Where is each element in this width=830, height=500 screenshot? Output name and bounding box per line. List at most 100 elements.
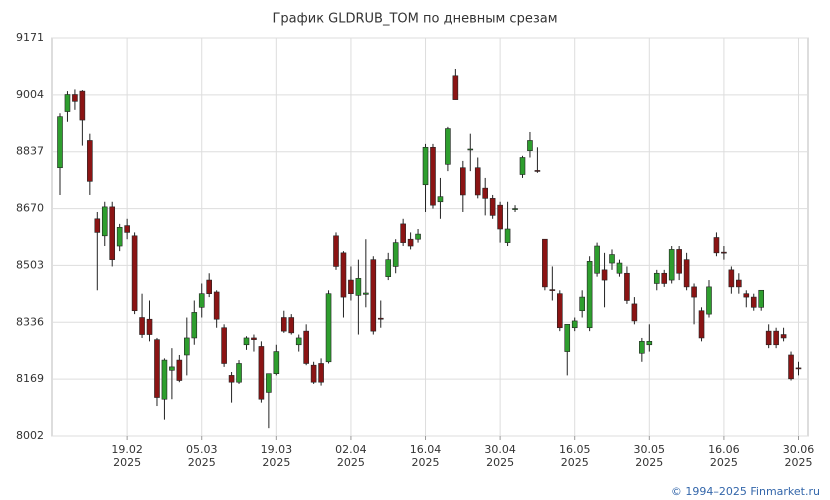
candle-body: [556, 293, 563, 329]
candle-body: [101, 206, 108, 237]
candle-body: [750, 296, 757, 308]
candle-body: [542, 238, 548, 288]
candle-body: [340, 252, 347, 298]
candle-body: [363, 292, 369, 295]
y-tick-label: 9004: [16, 88, 44, 101]
y-tick-label: 8336: [16, 315, 44, 328]
candle-body: [445, 128, 451, 165]
candle-body: [527, 140, 533, 151]
candle-body: [116, 226, 123, 247]
candle-body: [169, 366, 175, 371]
candle-body: [400, 223, 406, 243]
candle-body: [430, 146, 436, 206]
candle-body: [221, 327, 227, 364]
candle-body: [228, 375, 235, 383]
x-tick-label: 16.06 2025: [708, 443, 740, 469]
candle-body: [146, 318, 153, 335]
candle-body: [452, 75, 459, 100]
candle-body: [94, 218, 101, 233]
y-tick-label: 8503: [16, 258, 44, 271]
candle-body: [325, 293, 332, 363]
candle-body: [109, 206, 116, 260]
x-tick-label: 16.05 2025: [558, 443, 591, 469]
candle-body: [87, 140, 93, 182]
x-tick-label: 19.03 2025: [260, 443, 293, 469]
x-tick-label: 16.04 2025: [409, 443, 442, 469]
candle-body: [467, 148, 474, 151]
candle-body: [758, 289, 765, 308]
candle-body: [773, 330, 779, 346]
candle-body: [437, 196, 444, 203]
candle-body: [519, 157, 526, 175]
candle-body: [64, 94, 71, 112]
candle-body: [385, 259, 392, 277]
candle-body: [161, 359, 168, 400]
x-tick-label: 05.03 2025: [185, 443, 218, 469]
candle-body: [534, 170, 541, 172]
candle-body: [57, 116, 63, 169]
candle-body: [639, 341, 645, 354]
candle-body: [586, 261, 593, 329]
candle-body: [422, 146, 429, 186]
candle-body: [474, 167, 481, 196]
candle-body: [460, 167, 466, 196]
candle-body: [236, 363, 242, 383]
candle-body: [243, 337, 250, 346]
y-tick-label: 8837: [16, 145, 44, 158]
candle-body: [571, 320, 578, 329]
candle-body: [176, 359, 183, 381]
candle-body: [646, 341, 653, 346]
candle-body: [631, 303, 638, 322]
candle-body: [721, 251, 727, 254]
y-tick-label: 8002: [16, 429, 44, 442]
candle-body: [79, 90, 86, 121]
x-tick-label: 30.06 2025: [782, 443, 815, 469]
footer: © 1994–2025 Finmarket.ru: [671, 485, 820, 498]
candle-body: [392, 242, 399, 267]
candle-body: [728, 269, 735, 288]
candle-body: [609, 254, 615, 264]
candle-body: [706, 286, 712, 315]
candle-body: [206, 279, 212, 294]
candle-body: [370, 259, 377, 332]
candle-body: [415, 233, 421, 240]
candle-body: [713, 237, 720, 254]
candle-body: [668, 249, 675, 281]
candle-body: [765, 330, 772, 346]
candle-body: [624, 272, 630, 301]
candle-body: [184, 337, 190, 356]
candle-body: [564, 324, 571, 352]
candle-body: [154, 339, 160, 398]
candle-body: [139, 317, 145, 335]
candle-body: [273, 351, 280, 374]
x-tick-label: 19.02 2025: [111, 443, 143, 469]
candle-body: [303, 330, 309, 364]
candle-body: [497, 204, 503, 230]
x-tick-label: 30.04 2025: [484, 443, 516, 469]
candle-body: [333, 235, 339, 267]
candle-body: [780, 334, 787, 339]
y-tick-label: 8169: [16, 372, 44, 385]
candle-body: [601, 269, 608, 281]
y-tick-label: 9171: [16, 31, 44, 44]
candle-body: [489, 198, 496, 216]
candle-body: [280, 317, 287, 332]
candle-body: [258, 346, 265, 400]
candle-body: [355, 278, 362, 296]
candle-body: [549, 289, 556, 291]
candle-body: [788, 354, 794, 380]
candle-body: [266, 373, 272, 393]
candle-body: [482, 187, 488, 199]
x-tick-label: 30.05 2025: [633, 443, 666, 469]
candle-body: [407, 238, 414, 247]
candle-body: [653, 272, 660, 284]
chart-title: График GLDRUB_TOM по дневным срезам: [272, 12, 557, 27]
candle-body: [736, 279, 742, 288]
y-tick-label: 8670: [16, 202, 44, 215]
candle-body: [683, 259, 690, 288]
candle-body: [743, 293, 750, 298]
candle-body: [191, 312, 198, 339]
candle-body: [377, 317, 384, 320]
